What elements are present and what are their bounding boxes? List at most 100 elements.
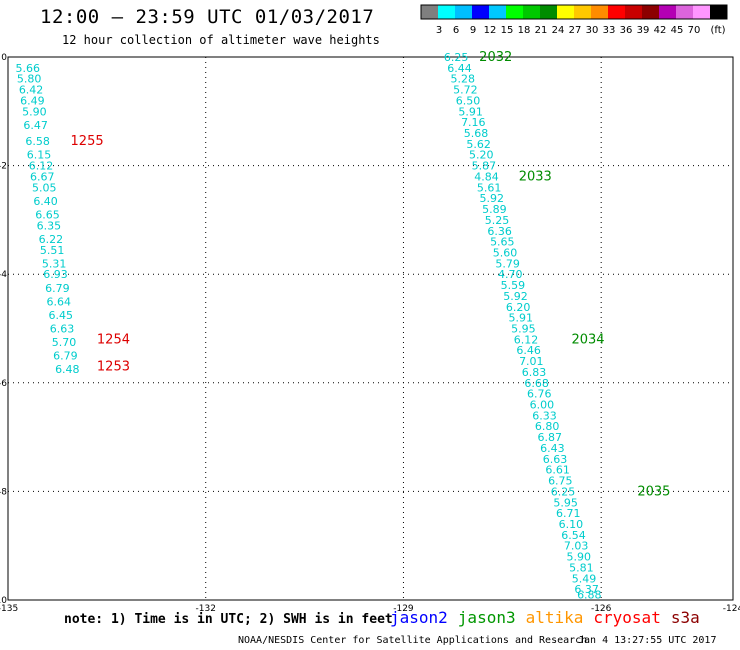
wave-height-label: 5.80 bbox=[17, 73, 42, 86]
wave-height-label: 6.71 bbox=[556, 507, 581, 520]
colorbar-tick-label: 70 bbox=[688, 25, 701, 36]
pass-time-label: 2032 bbox=[479, 50, 512, 65]
colorbar-swatch bbox=[625, 5, 642, 19]
pass-time-label: 1254 bbox=[97, 332, 130, 347]
wave-height-label: 6.15 bbox=[27, 149, 52, 162]
wave-height-label: 6.87 bbox=[538, 431, 563, 444]
wave-height-label: 7.01 bbox=[519, 355, 544, 368]
wave-height-label: 5.49 bbox=[572, 572, 597, 585]
wave-height-label: 6.46 bbox=[516, 344, 541, 357]
colorbar-swatch bbox=[438, 5, 455, 19]
colorbar-tick-label: 33 bbox=[603, 25, 616, 36]
wave-height-label: 6.63 bbox=[50, 323, 75, 336]
chart-title: 12:00 – 23:59 UTC 01/03/2017 bbox=[40, 6, 375, 28]
colorbar-tick-label: 9 bbox=[470, 25, 476, 36]
colorbar-swatch bbox=[659, 5, 676, 19]
wave-height-label: 6.37 bbox=[574, 583, 599, 596]
wave-height-label: 5.79 bbox=[495, 257, 520, 270]
wave-height-label: 5.95 bbox=[553, 496, 578, 509]
wave-height-label: 6.50 bbox=[456, 94, 481, 107]
colorbar-border bbox=[420, 4, 728, 20]
x-tick-label: -129 bbox=[393, 604, 414, 614]
wave-height-label: 6.20 bbox=[506, 301, 531, 314]
y-tick-label: 0 bbox=[1, 53, 7, 63]
wave-height-label: 7.03 bbox=[564, 540, 589, 553]
colorbar-swatch bbox=[523, 5, 540, 19]
pass-time-label: 2034 bbox=[571, 332, 604, 347]
colorbar-swatch bbox=[489, 5, 506, 19]
x-tick-label: -124 bbox=[723, 604, 740, 614]
x-tick-label: -135 bbox=[0, 604, 18, 614]
colorbar-tick-label: 18 bbox=[518, 25, 531, 36]
wave-height-label: 6.48 bbox=[55, 363, 80, 376]
plot-frame bbox=[7, 56, 734, 601]
wave-height-label: 6.64 bbox=[47, 295, 72, 308]
wave-height-label: 7.16 bbox=[461, 116, 486, 129]
satellite-legend: jason2 jason3 altika cryosat s3a bbox=[390, 608, 710, 627]
wave-height-label: 6.25 bbox=[444, 51, 469, 64]
colorbar-swatch bbox=[676, 5, 693, 19]
colorbar-tick-label: 27 bbox=[569, 25, 582, 36]
colorbar-swatch bbox=[710, 5, 727, 19]
colorbar-tick-label: 6 bbox=[453, 25, 459, 36]
wave-height-label: 5.91 bbox=[458, 105, 483, 118]
wave-height-label: 6.12 bbox=[514, 333, 539, 346]
wave-height-label: 6.45 bbox=[48, 309, 73, 322]
wave-height-label: 5.66 bbox=[16, 62, 41, 75]
x-tick-label: -132 bbox=[196, 604, 216, 614]
wave-height-label: 5.90 bbox=[567, 551, 592, 564]
wave-height-label: 6.10 bbox=[559, 518, 584, 531]
wave-height-label: 6.65 bbox=[35, 208, 60, 221]
wave-height-label: 6.40 bbox=[33, 195, 58, 208]
chart-subtitle: 12 hour collection of altimeter wave hei… bbox=[62, 33, 380, 47]
wave-height-label: 6.43 bbox=[540, 442, 565, 455]
wave-height-label: 5.90 bbox=[22, 105, 47, 118]
colorbar-swatch bbox=[540, 5, 557, 19]
wave-height-label: 5.95 bbox=[511, 323, 536, 336]
wave-height-label: 6.44 bbox=[447, 62, 472, 75]
wave-height-label: 5.81 bbox=[569, 561, 594, 574]
wave-height-label: 6.47 bbox=[23, 119, 48, 132]
legend-item-altika: altika bbox=[525, 608, 584, 627]
colorbar-tick-label: 24 bbox=[552, 25, 565, 36]
wave-height-label: 5.87 bbox=[472, 160, 497, 173]
wave-height-label: 6.79 bbox=[45, 282, 70, 295]
colorbar-swatch bbox=[591, 5, 608, 19]
pass-time-label: 1255 bbox=[71, 134, 104, 149]
colorbar-tick-label: 21 bbox=[535, 25, 548, 36]
wave-height-label: 6.12 bbox=[29, 160, 54, 173]
wave-height-label: 6.49 bbox=[20, 94, 45, 107]
y-tick-label: -10 bbox=[0, 596, 7, 606]
legend-item-cryosat: cryosat bbox=[593, 608, 661, 627]
wave-height-label: 5.05 bbox=[32, 181, 57, 194]
wave-height-label: 5.68 bbox=[464, 127, 489, 140]
colorbar-swatch bbox=[506, 5, 523, 19]
colorbar-swatch bbox=[472, 5, 489, 19]
wave-height-label: 6.42 bbox=[19, 84, 44, 97]
colorbar-tick-label: 12 bbox=[484, 25, 497, 36]
colorbar-swatch bbox=[557, 5, 574, 19]
wave-height-label: 5.92 bbox=[503, 290, 528, 303]
color-scale-legend: 3 6 9 12 15 18 21 24 27 30 33 36 39 42 45 70 (ft) bbox=[420, 4, 728, 36]
wave-height-label: 5.28 bbox=[451, 73, 476, 86]
wave-height-label: 6.88 bbox=[577, 589, 602, 602]
y-tick-label: -2 bbox=[0, 162, 7, 172]
colorbar-swatch bbox=[608, 5, 625, 19]
wave-height-label: 5.61 bbox=[477, 181, 502, 194]
wave-height-label: 6.80 bbox=[535, 420, 560, 433]
y-tick-label: -4 bbox=[0, 270, 7, 280]
pass-time-label: 2035 bbox=[637, 484, 670, 499]
legend-item-jason2: jason2 bbox=[390, 608, 448, 627]
wave-height-label: 6.61 bbox=[545, 464, 570, 477]
wave-height-label: 5.92 bbox=[480, 192, 505, 205]
colorbar-swatch bbox=[455, 5, 472, 19]
wave-height-label: 6.63 bbox=[543, 453, 568, 466]
pass-time-label: 1253 bbox=[97, 360, 130, 375]
pass-time-label: 2033 bbox=[519, 169, 552, 184]
wave-height-label: 4.70 bbox=[498, 268, 523, 281]
wave-height-label: 5.51 bbox=[40, 244, 65, 257]
colorbar-unit: (ft) bbox=[710, 25, 725, 36]
wave-height-label: 6.76 bbox=[527, 388, 552, 401]
y-tick-label: -8 bbox=[0, 487, 7, 497]
